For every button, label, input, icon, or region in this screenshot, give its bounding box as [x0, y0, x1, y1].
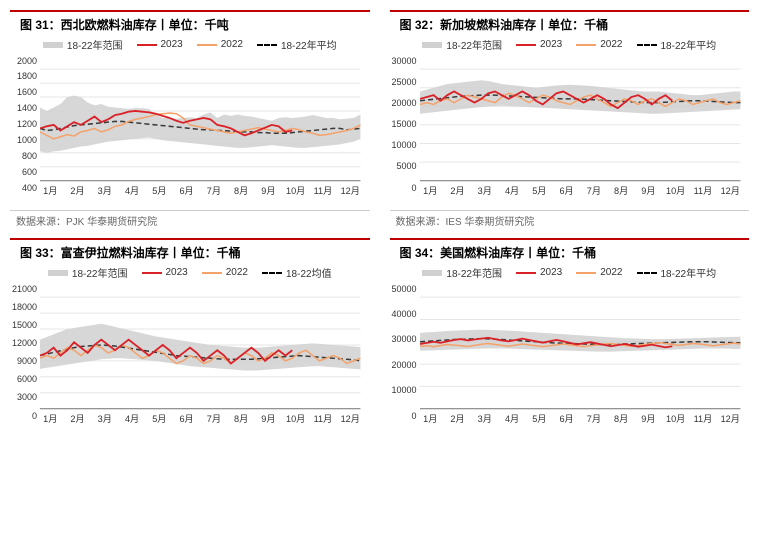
svg-text:10月: 10月	[286, 186, 305, 196]
svg-text:6月: 6月	[179, 414, 193, 424]
svg-text:6月: 6月	[559, 186, 573, 196]
svg-text:11月: 11月	[314, 186, 333, 196]
chart-grid: 图 31：西北欧燃料油库存丨单位：千吨 18-22年范围 2023 2022 1…	[10, 10, 749, 434]
svg-text:10月: 10月	[666, 186, 685, 196]
panel-title: 图 31：西北欧燃料油库存丨单位：千吨	[10, 10, 370, 35]
legend-item-range: 18-22年范围	[48, 265, 128, 280]
legend-item-range: 18-22年范围	[43, 37, 123, 52]
legend-item-2022: 2022	[576, 37, 622, 52]
svg-text:7月: 7月	[586, 414, 600, 424]
svg-text:12月: 12月	[720, 186, 739, 196]
svg-text:6月: 6月	[179, 186, 193, 196]
svg-text:9月: 9月	[261, 414, 275, 424]
svg-text:12月: 12月	[341, 414, 360, 424]
svg-text:4月: 4月	[125, 414, 139, 424]
svg-text:8月: 8月	[614, 186, 628, 196]
legend-item-range: 18-22年范围	[422, 265, 502, 280]
legend-item-2022: 2022	[576, 265, 622, 280]
legend-item-2023: 2023	[142, 265, 188, 280]
legend-item-avg: 18-22均值	[262, 265, 332, 280]
svg-text:7月: 7月	[207, 414, 221, 424]
svg-text:7月: 7月	[586, 186, 600, 196]
chart-area: 1月2月3月4月5月6月7月8月9月10月11月12月0300060009000…	[40, 284, 365, 434]
svg-text:1月: 1月	[423, 186, 437, 196]
svg-text:1月: 1月	[43, 414, 57, 424]
svg-text:8月: 8月	[614, 414, 628, 424]
svg-text:11月: 11月	[314, 414, 333, 424]
source-label: 数据来源：IES 华泰期货研究院	[390, 210, 750, 228]
svg-text:1月: 1月	[43, 186, 57, 196]
svg-text:8月: 8月	[234, 414, 248, 424]
chart-area: 1月2月3月4月5月6月7月8月9月10月11月12月0100002000030…	[420, 284, 745, 434]
chart-area: 1月2月3月4月5月6月7月8月9月10月11月12月0500010000150…	[420, 56, 745, 206]
legend-item-avg: 18-22年平均	[637, 37, 717, 52]
svg-text:5月: 5月	[152, 186, 166, 196]
svg-text:9月: 9月	[261, 186, 275, 196]
chart-panel: 图 34：美国燃料油库存丨单位：千桶 18-22年范围 2023 2022 18…	[390, 238, 750, 434]
svg-text:12月: 12月	[341, 186, 360, 196]
legend-item-2023: 2023	[137, 37, 183, 52]
legend-item-2022: 2022	[197, 37, 243, 52]
chart-panel: 图 33：富查伊拉燃料油库存丨单位：千桶 18-22年范围 2023 2022 …	[10, 238, 370, 434]
legend-item-2023: 2023	[516, 37, 562, 52]
svg-text:10月: 10月	[666, 414, 685, 424]
svg-text:2月: 2月	[70, 186, 84, 196]
svg-text:9月: 9月	[641, 414, 655, 424]
svg-text:3月: 3月	[477, 186, 491, 196]
svg-text:11月: 11月	[693, 414, 712, 424]
legend-item-range: 18-22年范围	[422, 37, 502, 52]
svg-text:7月: 7月	[207, 186, 221, 196]
legend-item-2022: 2022	[202, 265, 248, 280]
legend: 18-22年范围 2023 2022 18-22均值	[10, 263, 370, 284]
svg-text:5月: 5月	[152, 414, 166, 424]
chart-svg: 1月 2月 3月 4月 5月 6月 7月 8月 9月 10月 11月 12月	[40, 56, 365, 206]
svg-text:3月: 3月	[98, 186, 112, 196]
panel-title: 图 34：美国燃料油库存丨单位：千桶	[390, 238, 750, 263]
legend-item-avg: 18-22年平均	[257, 37, 337, 52]
svg-text:4月: 4月	[125, 186, 139, 196]
legend: 18-22年范围 2023 2022 18-22年平均	[390, 35, 750, 56]
svg-text:5月: 5月	[532, 414, 546, 424]
source-label: 数据来源：PJK 华泰期货研究院	[10, 210, 370, 228]
chart-svg: 1月 2月 3月 4月 5月 6月 7月 8月 9月 10月 11月 12月	[40, 284, 365, 434]
chart-area: 1月2月3月4月5月6月7月8月9月10月11月12月4006008001000…	[40, 56, 365, 206]
svg-text:1月: 1月	[423, 414, 437, 424]
svg-text:5月: 5月	[532, 186, 546, 196]
chart-panel: 图 32：新加坡燃料油库存丨单位：千桶 18-22年范围 2023 2022 1…	[390, 10, 750, 228]
chart-svg: 1月 2月 3月 4月 5月 6月 7月 8月 9月 10月 11月 12月	[420, 56, 745, 206]
legend: 18-22年范围 2023 2022 18-22年平均	[10, 35, 370, 56]
svg-text:12月: 12月	[720, 414, 739, 424]
panel-title: 图 32：新加坡燃料油库存丨单位：千桶	[390, 10, 750, 35]
svg-text:8月: 8月	[234, 186, 248, 196]
svg-text:2月: 2月	[450, 186, 464, 196]
legend: 18-22年范围 2023 2022 18-22年平均	[390, 263, 750, 284]
svg-text:2月: 2月	[70, 414, 84, 424]
svg-text:10月: 10月	[286, 414, 305, 424]
legend-item-avg: 18-22年平均	[637, 265, 717, 280]
chart-svg: 1月 2月 3月 4月 5月 6月 7月 8月 9月 10月 11月 12月	[420, 284, 745, 434]
panel-title: 图 33：富查伊拉燃料油库存丨单位：千桶	[10, 238, 370, 263]
svg-text:9月: 9月	[641, 186, 655, 196]
svg-text:4月: 4月	[504, 186, 518, 196]
range-band	[420, 80, 740, 113]
svg-text:11月: 11月	[693, 186, 712, 196]
svg-text:2月: 2月	[450, 414, 464, 424]
legend-item-2023: 2023	[516, 265, 562, 280]
svg-text:3月: 3月	[98, 414, 112, 424]
range-band	[40, 324, 360, 371]
svg-text:6月: 6月	[559, 414, 573, 424]
svg-text:4月: 4月	[504, 414, 518, 424]
svg-text:3月: 3月	[477, 414, 491, 424]
chart-panel: 图 31：西北欧燃料油库存丨单位：千吨 18-22年范围 2023 2022 1…	[10, 10, 370, 228]
